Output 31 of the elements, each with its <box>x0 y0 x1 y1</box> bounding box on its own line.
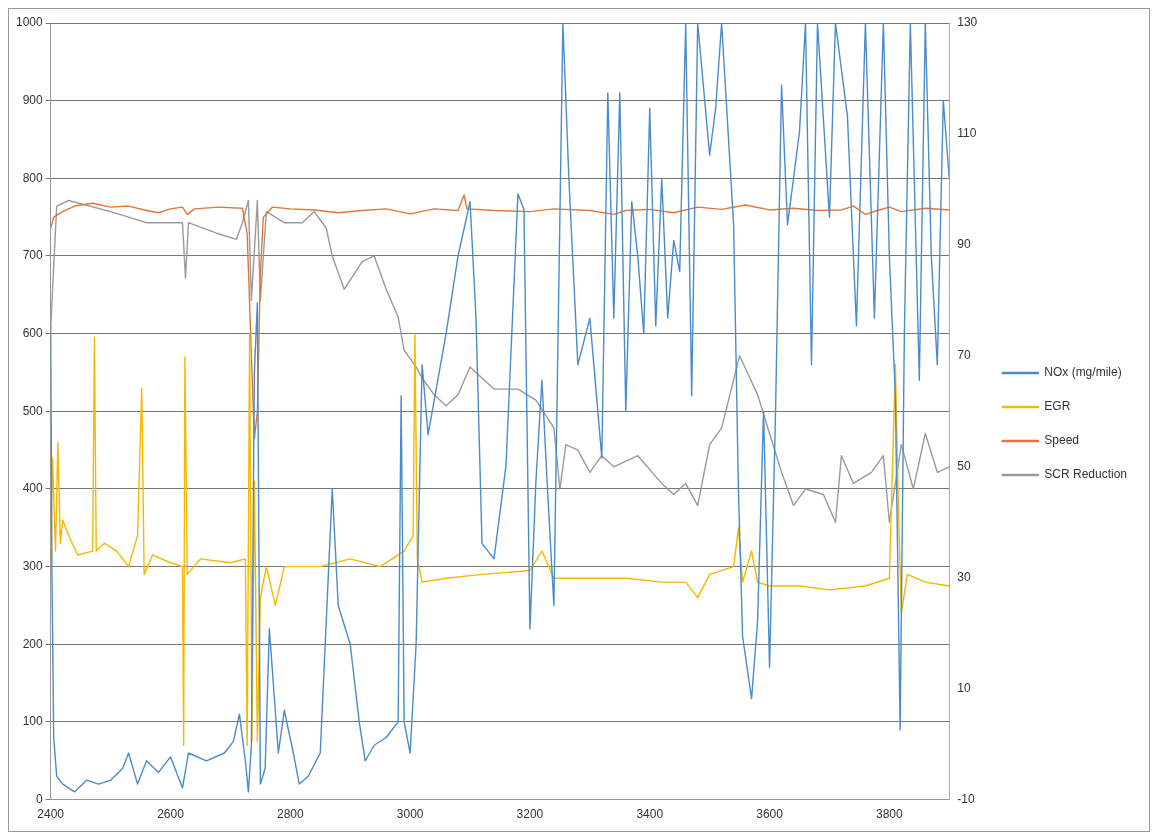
x-tick-label: 2800 <box>276 807 304 822</box>
legend-label: SCR Reduction <box>1044 467 1128 482</box>
x-tick-label: 2400 <box>37 807 65 822</box>
legend-label: Speed <box>1044 433 1079 448</box>
y-tick-label: 100 <box>22 714 44 729</box>
x-tick-label: 3600 <box>756 807 784 822</box>
y-tick-label: 0 <box>36 791 44 806</box>
y-tick-label: 300 <box>22 558 44 573</box>
y-tick-label: 900 <box>22 92 44 107</box>
y-tick-label: 800 <box>22 170 44 185</box>
y-tick-label: 700 <box>22 248 44 263</box>
y2-tick-label: 110 <box>957 126 977 141</box>
y2-tick-label: 50 <box>957 459 971 474</box>
y-tick-label: 500 <box>22 403 44 418</box>
y-tick-label: 200 <box>22 636 44 651</box>
x-tick-label: 3200 <box>516 807 544 822</box>
y2-tick-label: 130 <box>957 15 978 30</box>
y-tick-label: 600 <box>22 325 44 340</box>
y2-tick-label: -10 <box>957 791 975 806</box>
x-tick-label: 2600 <box>157 807 185 822</box>
legend-label: NOx (mg/mile) <box>1044 365 1122 380</box>
legend-label: EGR <box>1044 399 1071 414</box>
y2-tick-label: 10 <box>957 680 971 695</box>
y-tick-label: 400 <box>22 481 44 496</box>
x-tick-label: 3800 <box>876 807 904 822</box>
x-tick-label: 3400 <box>636 807 664 822</box>
y-tick-label: 1000 <box>15 15 44 30</box>
y2-tick-label: 90 <box>957 237 971 252</box>
y2-tick-label: 70 <box>957 348 971 363</box>
y2-tick-label: 30 <box>957 570 971 585</box>
x-tick-label: 3000 <box>396 807 424 822</box>
